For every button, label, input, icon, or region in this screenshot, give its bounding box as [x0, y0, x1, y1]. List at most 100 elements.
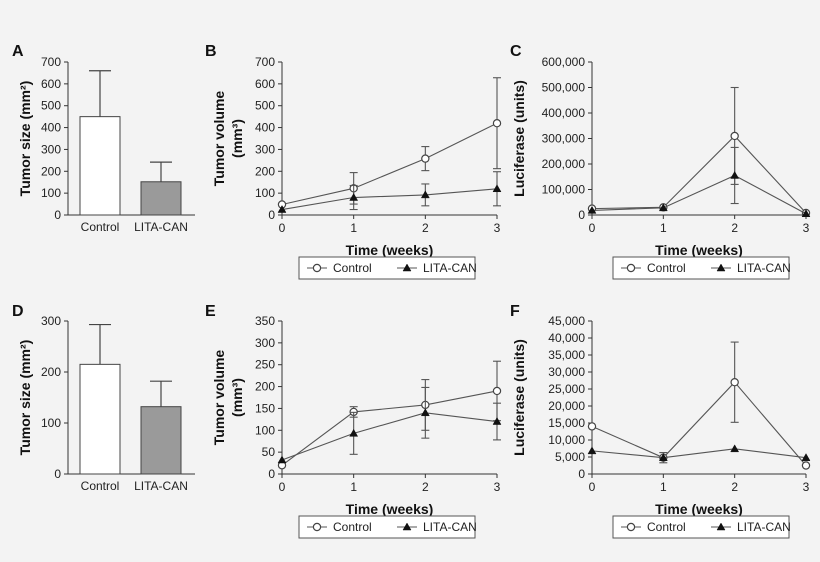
series-line	[591, 448, 807, 459]
y-tick-label: 20,000	[548, 399, 585, 413]
x-tick-label: 2	[422, 480, 429, 494]
legend-marker	[402, 263, 412, 272]
series-line	[281, 188, 498, 211]
panel-letter: A	[12, 43, 24, 60]
legend: Control LITA-CAN	[612, 515, 791, 539]
x-tick-label: Control	[81, 479, 120, 493]
y-tick-label: 40,000	[548, 331, 585, 345]
x-tick-label: 1	[660, 221, 667, 235]
y-tick-label: 600	[255, 77, 275, 91]
data-point	[492, 184, 502, 193]
x-tick-label: 1	[350, 480, 357, 494]
y-tick-label: 100	[255, 186, 275, 200]
x-tick-label: LITA-CAN	[134, 479, 188, 493]
data-point	[801, 461, 811, 470]
x-tick-label: Control	[81, 220, 120, 234]
x-tick-label: 3	[803, 221, 810, 235]
y-tick-label: 200	[255, 380, 275, 394]
bar	[79, 116, 121, 216]
legend: Control LITA-CAN	[612, 256, 791, 280]
legend-label: Control	[333, 261, 372, 275]
panel-letter: B	[205, 43, 217, 60]
x-tick-label: 1	[350, 221, 357, 235]
y-tick-label: 600	[41, 77, 61, 91]
legend: Control LITA-CAN	[298, 515, 477, 539]
series-line	[591, 381, 807, 466]
y-tick-label: 300,000	[542, 132, 586, 146]
series-lita-can	[587, 444, 811, 464]
y-tick-label: 50	[262, 445, 276, 459]
panel-e: E 0 50 100 150 200 250 300 350 Tumor volume (mm³) 0…	[205, 303, 502, 539]
y-tick-label: 600,000	[542, 55, 586, 69]
y-tick-label: 300	[255, 336, 275, 350]
y-axis-title-unit: (mm³)	[229, 378, 245, 417]
data-point	[587, 205, 597, 214]
series-line	[281, 412, 498, 461]
y-tick-label: 200	[41, 164, 61, 178]
y-tick-label: 100,000	[542, 183, 586, 197]
y-tick-label: 500	[255, 99, 275, 113]
y-axis-title: Tumor volume	[211, 91, 227, 187]
panel-d: D 0 100 200 300 Tumor size (mm²) Control LITA-C…	[12, 303, 195, 493]
legend-marker	[402, 522, 412, 531]
x-axis-title: Time (weeks)	[346, 501, 434, 517]
y-tick-label: 10,000	[548, 433, 585, 447]
x-tick-label: 1	[660, 480, 667, 494]
y-tick-label: 400,000	[542, 106, 586, 120]
y-tick-label: 400	[255, 121, 275, 135]
data-point	[658, 453, 668, 461]
legend-label: LITA-CAN	[737, 261, 791, 275]
bar	[140, 406, 182, 475]
legend-marker	[716, 522, 726, 531]
x-tick-label: 0	[589, 221, 596, 235]
bar	[79, 363, 121, 475]
legend-box	[612, 256, 790, 280]
y-tick-label: 30,000	[548, 365, 585, 379]
panel-letter: E	[205, 303, 216, 320]
x-tick-label: 3	[494, 221, 501, 235]
series-control	[277, 77, 502, 209]
x-axis-title: Time (weeks)	[346, 242, 434, 258]
y-tick-label: 350	[255, 314, 275, 328]
y-axis-title: Luciferase (units)	[511, 339, 527, 456]
series-control	[277, 360, 502, 470]
data-point	[492, 118, 502, 128]
x-tick-label: 0	[279, 221, 286, 235]
y-tick-label: 500	[41, 99, 61, 113]
panel-letter: F	[510, 303, 520, 320]
data-point	[492, 417, 502, 425]
legend-box	[298, 256, 476, 280]
y-tick-label: 500,000	[542, 81, 586, 95]
y-tick-label: 200,000	[542, 157, 586, 171]
data-point	[801, 209, 811, 217]
data-point	[277, 205, 287, 213]
y-tick-label: 700	[41, 55, 61, 69]
y-tick-label: 0	[54, 208, 61, 222]
legend: Control LITA-CAN	[298, 256, 477, 280]
legend-marker	[716, 263, 726, 272]
x-tick-label: 2	[731, 480, 738, 494]
legend-marker	[626, 522, 636, 532]
panel-c: C 0 100,000 200,000 300,000 400,000 500,000 600…	[510, 43, 811, 280]
y-axis-title: Tumor size (mm²)	[17, 81, 33, 197]
series-lita-can	[277, 386, 502, 464]
x-tick-label: 3	[803, 480, 810, 494]
x-tick-label: 2	[731, 221, 738, 235]
y-tick-label: 0	[54, 467, 61, 481]
data-point	[349, 428, 359, 437]
data-point	[730, 131, 739, 141]
legend-marker	[626, 263, 636, 273]
series-line	[591, 135, 807, 214]
legend-label: Control	[647, 520, 686, 534]
y-tick-label: 0	[578, 467, 585, 481]
legend-label: LITA-CAN	[423, 520, 477, 534]
legend-box	[612, 515, 790, 539]
data-point	[801, 453, 811, 461]
x-tick-label: 2	[422, 221, 429, 235]
data-point	[658, 203, 668, 212]
series-control	[587, 86, 811, 218]
x-tick-label: 3	[494, 480, 501, 494]
y-tick-label: 100	[41, 186, 61, 200]
panel-a: A 0 100 200 300 400 500 600 700 Tumor size (mm²) C…	[12, 43, 195, 234]
y-tick-label: 0	[268, 467, 275, 481]
